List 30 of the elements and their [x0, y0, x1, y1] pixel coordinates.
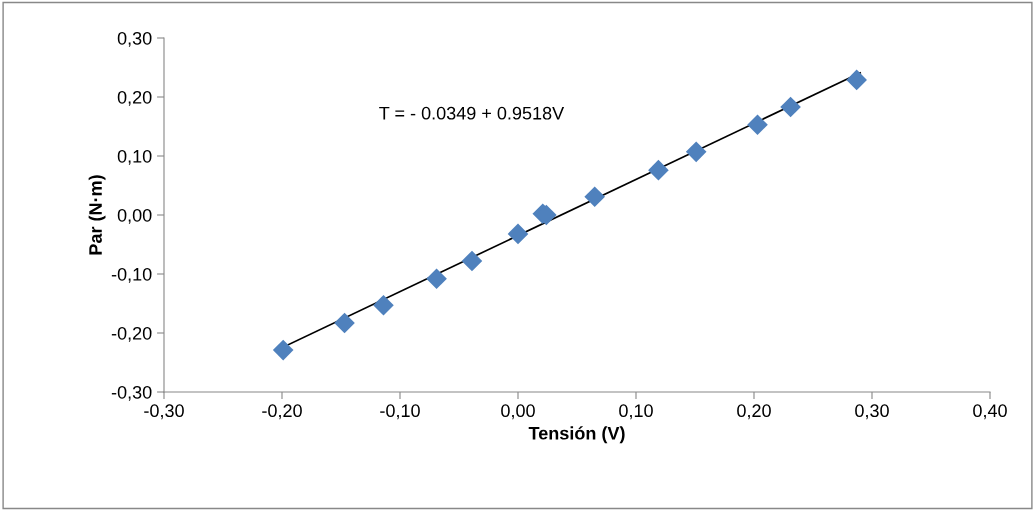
point — [648, 159, 669, 181]
x-axis-title: Tensión (V) — [528, 426, 625, 444]
point — [373, 294, 394, 316]
y-tick-label: 0,10 — [117, 149, 152, 165]
y-tick-label: 0,30 — [117, 31, 152, 47]
point — [747, 114, 768, 136]
point — [426, 268, 447, 290]
y-tick-label: 0,00 — [117, 208, 152, 224]
x-tick-label: 0,00 — [501, 404, 535, 420]
point — [780, 96, 801, 118]
point — [584, 186, 605, 208]
point — [685, 141, 707, 163]
x-tick-label: -0,10 — [380, 404, 420, 420]
x-tick-label: 0,10 — [619, 404, 653, 420]
point — [846, 69, 867, 91]
x-tick-label: 0,40 — [973, 404, 1007, 420]
point — [272, 339, 294, 361]
x-tick-label: -0,30 — [144, 404, 184, 420]
point — [507, 223, 529, 245]
y-tick-label: -0,20 — [111, 326, 152, 342]
x-tick-label: 0,20 — [737, 404, 771, 420]
x-tick-label: -0,20 — [262, 404, 302, 420]
y-tick-label: -0,10 — [111, 267, 152, 283]
annotation: T = - 0.0349 + 0.9518V — [379, 106, 565, 120]
y-tick-label: 0,20 — [117, 90, 152, 106]
y-tick-label: -0,30 — [111, 385, 152, 401]
x-tick-label: 0,30 — [855, 404, 889, 420]
y-axis-title: Par (N·m) — [88, 175, 106, 255]
point — [461, 250, 483, 272]
point — [334, 312, 355, 334]
